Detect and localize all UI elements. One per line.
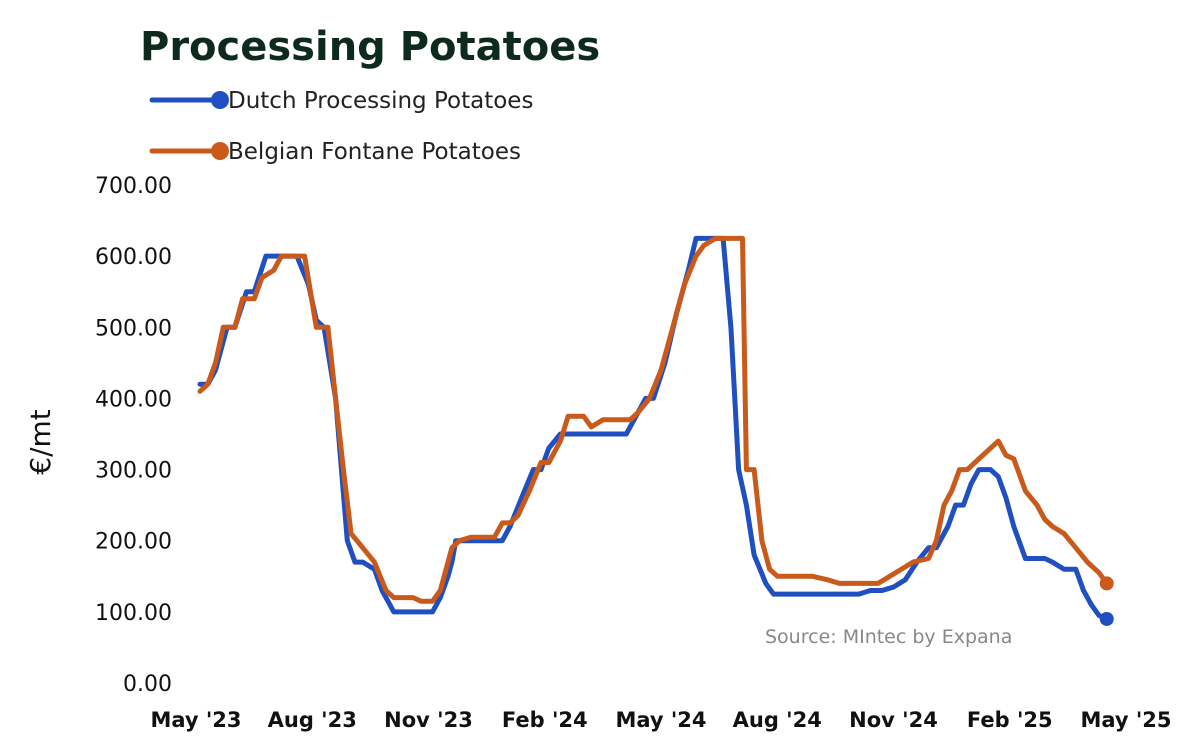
y-tick-label: 100.00 — [95, 601, 172, 626]
y-tick-label: 500.00 — [95, 316, 172, 341]
x-tick-label: Aug '23 — [268, 708, 357, 732]
y-tick-label: 300.00 — [95, 459, 172, 484]
x-tick-label: May '23 — [150, 708, 241, 732]
x-tick-label: Feb '24 — [502, 708, 588, 732]
y-tick-label: 0.00 — [123, 672, 172, 697]
series-line-1 — [197, 235, 1110, 604]
y-tick-label: 700.00 — [95, 174, 172, 199]
legend: Dutch Processing Potatoes Belgian Fontane… — [149, 88, 533, 165]
series-end-marker-0 — [1099, 611, 1114, 626]
y-tick-label: 200.00 — [95, 530, 172, 555]
series-end-marker-1 — [1099, 576, 1114, 591]
y-tick-label: 600.00 — [95, 245, 172, 270]
y-axis-label: €/mt — [24, 409, 57, 475]
x-tick-label: Aug '24 — [733, 708, 822, 732]
x-tick-label: Feb '25 — [967, 708, 1053, 732]
x-tick-label: Nov '23 — [384, 708, 473, 732]
x-axis-ticks: May '23 Aug '23 Nov '23 Feb '24 May '24 Aug '… — [150, 708, 1171, 732]
series-group — [197, 235, 1114, 626]
legend-swatch-marker — [211, 91, 229, 109]
x-tick-label: May '24 — [615, 708, 706, 732]
y-tick-label: 400.00 — [95, 387, 172, 412]
x-tick-label: May '25 — [1080, 708, 1171, 732]
legend-entry-label: Dutch Processing Potatoes — [228, 88, 533, 114]
legend-swatch-marker — [211, 142, 229, 160]
y-axis-ticks: 0.00 100.00 200.00 300.00 400.00 500.00 600.00… — [95, 174, 172, 697]
series-line-0 — [197, 235, 1110, 622]
x-tick-label: Nov '24 — [849, 708, 938, 732]
source-note: Source: MIntec by Expana — [765, 626, 1012, 648]
chart-title: Processing Potatoes — [140, 24, 600, 70]
legend-entry-label: Belgian Fontane Potatoes — [228, 139, 521, 165]
